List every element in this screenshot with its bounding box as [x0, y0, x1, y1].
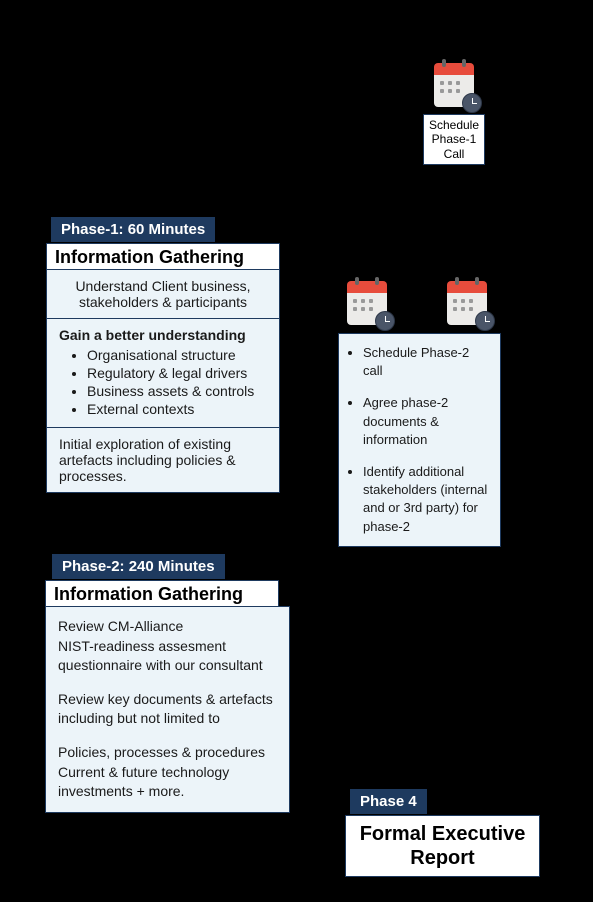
calendar-clock-icon — [345, 281, 389, 325]
phase4-title: Formal Executive Report — [345, 815, 540, 877]
phase2-line: Current & future technology investments … — [58, 763, 277, 802]
phase1-row-understand: Understand Client business, stakeholders… — [47, 270, 279, 319]
side-actions-card: Schedule Phase-2 call Agree phase-2 docu… — [338, 333, 501, 547]
phase1-gain-list: Organisational structure Regulatory & le… — [59, 347, 267, 417]
phase2-line: NIST-readiness assesment questionnaire w… — [58, 637, 277, 676]
phase1-gain-item: Regulatory & legal drivers — [87, 365, 267, 381]
phase2-line: Review CM-Alliance — [58, 617, 277, 637]
phase4-badge: Phase 4 — [350, 789, 427, 814]
phase2-badge: Phase-2: 240 Minutes — [52, 554, 225, 579]
calendar-clock-icon — [445, 281, 489, 325]
spacer — [58, 676, 277, 690]
spacer — [58, 729, 277, 743]
calendar-clock-icon — [432, 63, 476, 107]
phase2-line: Review key documents & artefacts includi… — [58, 690, 277, 729]
phase1-gain-title: Gain a better understanding — [59, 327, 246, 343]
phase1-gain-item: Organisational structure — [87, 347, 267, 363]
phase1-badge: Phase-1: 60 Minutes — [51, 217, 215, 242]
phase1-card: Understand Client business, stakeholders… — [46, 269, 280, 493]
phase2-card: Review CM-Alliance NIST-readiness assesm… — [45, 606, 290, 813]
phase2-line: Policies, processes & procedures — [58, 743, 277, 763]
phase1-subtitle: Information Gathering — [46, 243, 280, 272]
schedule-phase1-label: Schedule Phase-1 Call — [423, 114, 485, 165]
side-item-identify: Identify additional stakeholders (intern… — [363, 463, 490, 536]
side-item-schedule: Schedule Phase-2 call — [363, 344, 490, 380]
phase1-gain-item: External contexts — [87, 401, 267, 417]
phase1-row-initial: Initial exploration of existing artefact… — [47, 428, 279, 492]
phase1-gain-item: Business assets & controls — [87, 383, 267, 399]
phase2-subtitle: Information Gathering — [45, 580, 279, 609]
phase1-row-gain: Gain a better understanding Organisation… — [47, 319, 279, 428]
side-item-agree: Agree phase-2 documents & information — [363, 394, 490, 449]
